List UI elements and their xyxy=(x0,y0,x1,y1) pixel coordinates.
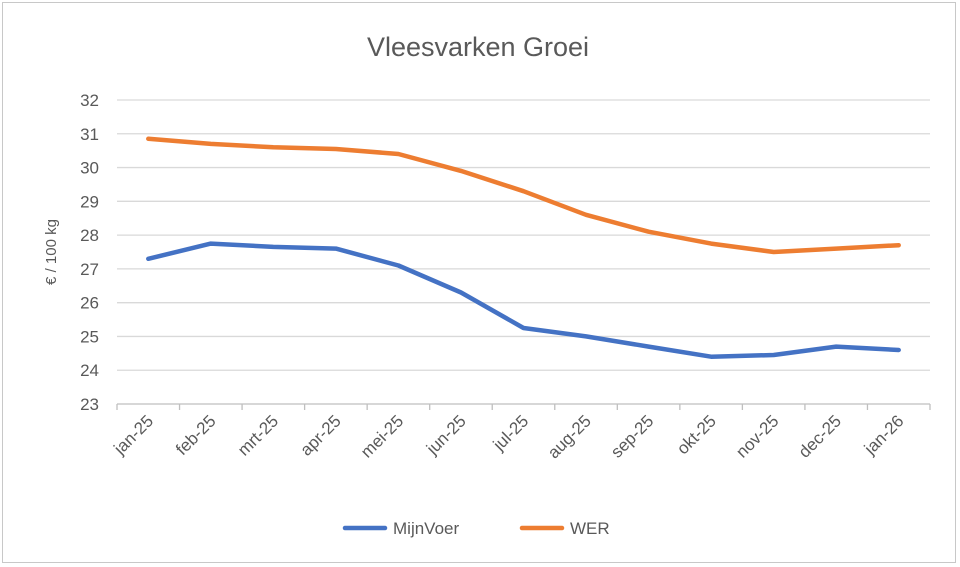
legend-entry: WER xyxy=(570,519,610,538)
y-tick-label: 31 xyxy=(80,125,99,144)
x-tick-label: jun-25 xyxy=(422,411,470,459)
y-tick-label: 25 xyxy=(80,327,99,346)
x-tick-label: sep-25 xyxy=(607,411,657,461)
chart-title: Vleesvarken Groei xyxy=(367,32,589,62)
x-tick-label: feb-25 xyxy=(172,411,220,459)
x-tick-label: jan-25 xyxy=(110,411,158,459)
y-axis-label: € / 100 kg xyxy=(43,219,60,285)
x-tick-label: jan-26 xyxy=(860,411,908,459)
series-line-mijnvoer xyxy=(146,241,901,359)
x-tick-label: aug-25 xyxy=(544,411,595,462)
x-tick-label: mrt-25 xyxy=(234,411,282,459)
y-tick-label: 26 xyxy=(80,294,99,313)
gridlines xyxy=(117,99,930,371)
x-tick-labels: jan-25 feb-25 mrt-25 apr-25 mei-25 jun-25 jul-… xyxy=(110,411,908,462)
x-tick-label: jul-25 xyxy=(489,411,533,455)
y-tick-label: 23 xyxy=(80,395,99,414)
y-tick-label: 29 xyxy=(80,192,99,211)
legend: MijnVoer WER xyxy=(342,519,610,538)
y-tick-label: 32 xyxy=(80,91,99,110)
y-tick-labels: 23 24 25 26 27 28 29 30 31 32 xyxy=(80,91,99,414)
y-tick-label: 24 xyxy=(80,361,99,380)
x-tick-label: dec-25 xyxy=(795,411,845,461)
x-tick-label: nov-25 xyxy=(732,411,782,461)
legend-entry: MijnVoer xyxy=(393,519,459,538)
series-line-wer xyxy=(146,136,901,255)
x-tick-label: mei-25 xyxy=(357,411,407,461)
series-lines xyxy=(146,136,901,359)
y-tick-label: 28 xyxy=(80,226,99,245)
y-tick-label: 27 xyxy=(80,260,99,279)
y-tick-label: 30 xyxy=(80,159,99,178)
x-tick-label: okt-25 xyxy=(673,411,720,458)
x-axis xyxy=(116,403,931,410)
x-tick-label: apr-25 xyxy=(297,411,345,459)
